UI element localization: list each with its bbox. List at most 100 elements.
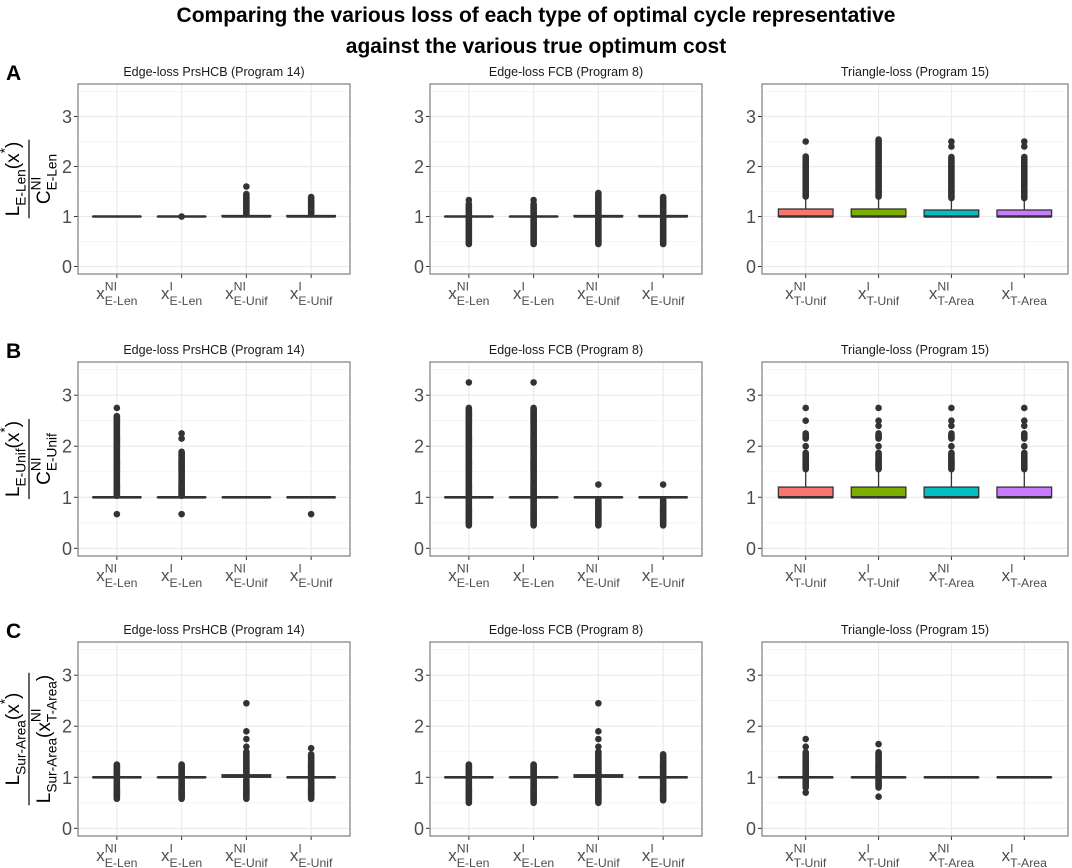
x-tick-label: x NIE-Len [448,562,489,590]
outlier-point [1020,143,1028,150]
x-tick-label-sub: T-Area [937,856,974,868]
x-tick-label-sup: NI [234,280,246,294]
x-tick-label-sub: T-Unif [794,856,827,868]
outlier-point [1020,404,1028,412]
y-label-numerator-main: ) [3,421,24,427]
outlier-point [802,735,810,743]
y-tick-label: 0 [746,539,756,559]
box-iqr [850,486,907,498]
outlier-point [113,510,121,518]
x-tick-label: x IT-Area [1002,842,1047,868]
x-tick-label-main: x [929,566,938,585]
panel-title: Edge-loss PrsHCB (Program 14) [123,623,304,637]
x-tick-label-sub: E-Unif [298,294,333,308]
panel-border [429,83,703,275]
boxplot-4 [638,481,689,529]
y-tick-label: 2 [414,717,424,737]
x-tick-label-main: x [577,566,586,585]
y-label-numerator-main: (x [3,153,24,169]
outlier-point [802,748,810,756]
outlier-point [113,761,121,768]
outlier-point [178,761,185,768]
x-tick-label-main: x [1002,846,1011,865]
y-tick-label: 2 [62,437,72,457]
y-label-denominator-main: ) [34,675,55,681]
panel-border [77,361,351,557]
x-tick-label-main: x [642,846,651,865]
figure-title-line-1: Comparing the various loss of each type … [177,4,896,27]
boxplot-2 [850,740,907,800]
row-label-a: A [6,62,21,85]
y-tick-label: 1 [414,488,424,508]
figure-title-line-2: against the various true optimum cost [346,35,726,58]
outlier-point [178,510,185,518]
boxplot-1 [91,404,142,518]
x-tick-label: x NIE-Len [448,842,489,868]
x-tick-label-sub: E-Len [522,294,555,308]
x-tick-label-sub: E-Len [170,294,203,308]
outlier-point [948,422,955,430]
outlier-point [530,761,537,768]
outlier-point [659,481,667,488]
x-tick-label-sub: E-Unif [650,576,685,590]
x-tick-label: x IE-Unif [642,842,685,868]
x-tick-label-sup: I [650,842,653,856]
y-label-numerator-main: (x [3,704,24,720]
panel-title: Edge-loss FCB (Program 8) [489,623,643,637]
x-tick-label: x NIT-Area [929,280,974,308]
x-tick-label-main: x [513,284,522,303]
boxplot-1 [777,404,834,499]
boxplot-1 [443,761,494,807]
x-tick-label-main: x [448,284,457,303]
y-label-numerator-sup: * [0,698,13,704]
x-tick-label-main: x [1002,284,1011,303]
y-label-numerator-main: L [3,775,24,786]
outlier-point [948,153,955,161]
x-tick-label-main: x [858,566,867,585]
outlier-point [178,435,185,442]
x-tick-label-sub: T-Unif [794,294,827,308]
y-tick-label: 0 [62,539,72,559]
y-tick-label: 3 [746,107,756,127]
x-tick-label-sup: I [170,842,173,856]
outlier-point [113,412,121,420]
x-tick-label: x NIE-Unif [225,562,268,590]
y-tick-label: 3 [62,107,72,127]
x-tick-label-sub: E-Len [170,856,203,868]
x-tick-label: x NIT-Unif [785,280,827,308]
y-tick-label: 1 [62,207,72,227]
x-tick-label-sub: E-Len [170,576,203,590]
x-tick-label-sub: E-Len [457,294,490,308]
x-tick-label-sup: I [170,280,173,294]
y-label-denominator-sup: NI [29,708,44,722]
outlier-point [307,510,315,518]
boxplot-2 [508,379,559,529]
boxplot-3 [923,404,980,499]
x-tick-label: x IE-Unif [290,280,333,308]
outlier-point [1020,422,1028,430]
row-label-b: B [6,340,21,363]
boxplot-3 [573,189,624,248]
x-tick-label-main: x [929,284,938,303]
x-tick-label-sub: E-Len [105,294,138,308]
x-tick-label: x NIE-Len [96,842,137,868]
x-tick-label-sub: E-Len [457,856,490,868]
x-tick-label-sub: E-Unif [586,576,621,590]
y-label-denominator-main: C [34,471,55,485]
x-tick-label: x IE-Unif [642,280,685,308]
x-tick-label: x NIE-Len [96,280,137,308]
x-tick-label-main: x [448,846,457,865]
x-tick-label-main: x [225,846,234,865]
outlier-point [875,793,882,800]
y-tick-label: 2 [62,157,72,177]
x-tick-label-sup: NI [586,842,598,856]
y-tick-label: 1 [62,768,72,788]
x-tick-label-sub: E-Len [522,576,555,590]
outlier-point [802,417,810,425]
boxplot-2 [850,404,907,499]
x-tick-label-sup: NI [234,562,246,576]
